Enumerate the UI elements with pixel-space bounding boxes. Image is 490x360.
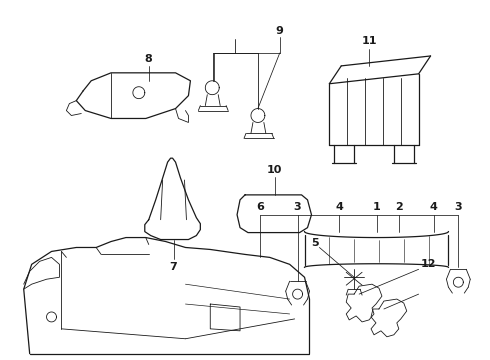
Text: 4: 4: [335, 202, 343, 212]
Text: 8: 8: [145, 54, 152, 64]
Text: 7: 7: [170, 262, 177, 272]
Text: 10: 10: [267, 165, 282, 175]
Text: 12: 12: [421, 259, 436, 269]
Text: 3: 3: [455, 202, 462, 212]
Text: 9: 9: [276, 26, 284, 36]
Text: 2: 2: [395, 202, 403, 212]
Text: 3: 3: [294, 202, 301, 212]
Text: 5: 5: [312, 238, 319, 248]
Text: 6: 6: [256, 202, 264, 212]
Text: 1: 1: [373, 202, 381, 212]
Text: 11: 11: [361, 36, 377, 46]
Text: 4: 4: [430, 202, 438, 212]
